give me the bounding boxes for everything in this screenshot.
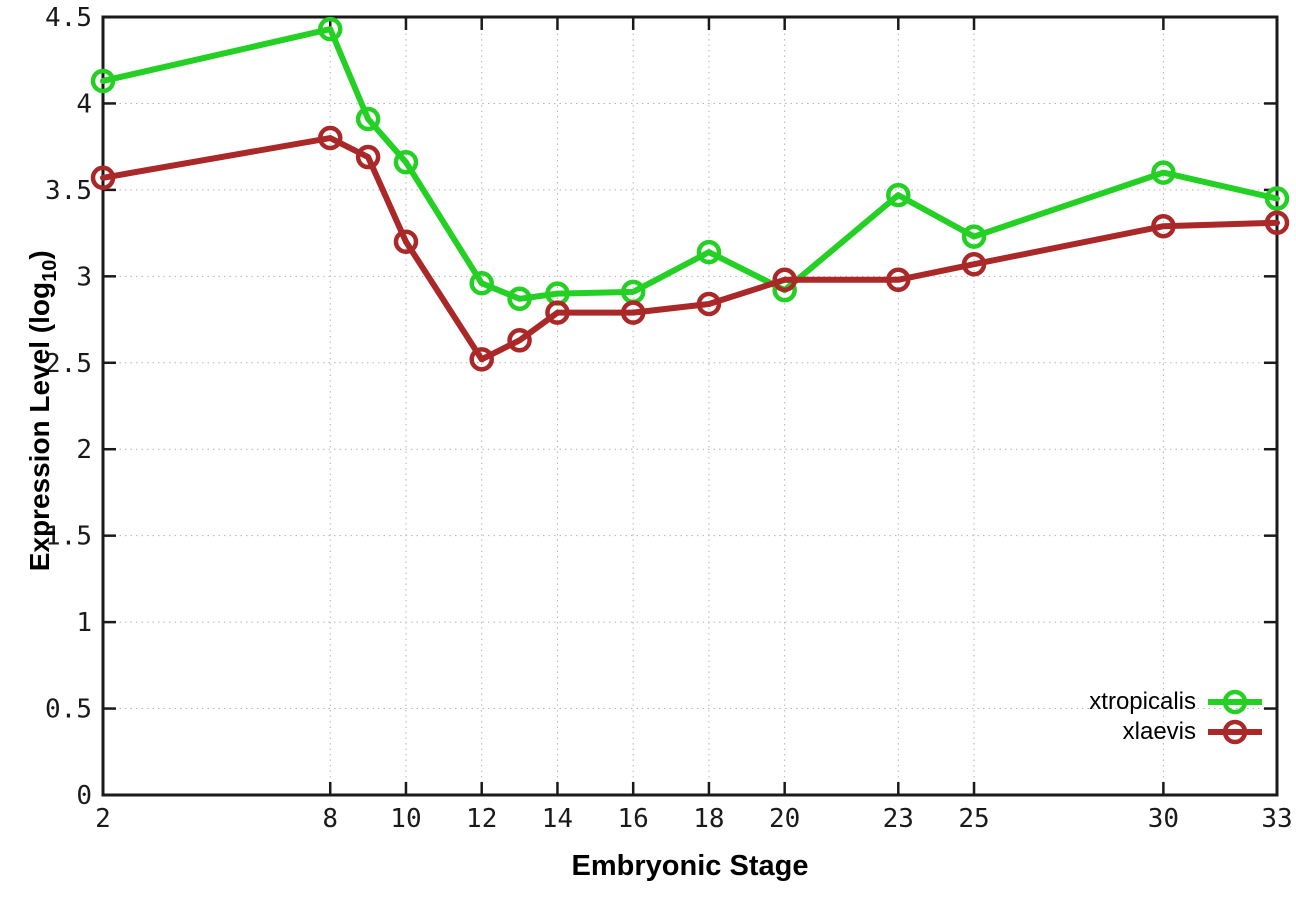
- y-tick-label: 3: [76, 262, 92, 292]
- data-point-xlaevis: [545, 300, 570, 325]
- data-point-xlaevis: [886, 267, 911, 293]
- legend-label: xlaevis: [1122, 718, 1196, 745]
- x-tick-label: 20: [769, 804, 800, 834]
- x-tick-label: 14: [542, 804, 573, 834]
- y-tick-label: 3.5: [45, 176, 92, 206]
- data-point-xlaevis: [469, 347, 494, 372]
- y-tick-label: 1: [76, 608, 92, 638]
- x-tick-label: 2: [95, 804, 111, 834]
- data-point-xlaevis: [507, 328, 532, 353]
- data-point-xtropicalis: [90, 68, 116, 94]
- x-tick-label: 30: [1148, 804, 1179, 834]
- legend-row-xlaevis: xlaevis: [1089, 717, 1264, 747]
- legend-sample-icon: [1208, 689, 1262, 715]
- x-tick-label: 25: [958, 804, 989, 834]
- x-tick-label: 16: [618, 804, 649, 834]
- legend-sample-icon: [1208, 719, 1262, 745]
- data-point-xlaevis: [317, 125, 343, 151]
- data-point-xlaevis: [355, 144, 381, 170]
- data-point-xtropicalis: [469, 270, 494, 296]
- x-tick-label: 18: [693, 804, 724, 834]
- data-point-xlaevis: [1151, 213, 1176, 239]
- y-tick-label: 4.5: [45, 3, 92, 33]
- data-point-xtropicalis: [507, 286, 532, 312]
- y-tick-label: 0.5: [45, 695, 92, 725]
- data-point-xtropicalis: [317, 16, 343, 42]
- data-point-xlaevis: [393, 229, 419, 255]
- y-tick-label: 2: [76, 435, 92, 465]
- x-tick-label: 23: [883, 804, 914, 834]
- data-point-xlaevis: [90, 165, 116, 191]
- data-point-xlaevis: [620, 300, 646, 325]
- x-tick-label: 33: [1261, 804, 1292, 834]
- legend-label: xtropicalis: [1089, 688, 1196, 715]
- x-axis-title: Embryonic Stage: [571, 850, 809, 882]
- data-point-xtropicalis: [696, 239, 722, 265]
- data-point-xlaevis: [696, 291, 722, 317]
- data-point-xtropicalis: [886, 182, 911, 208]
- data-point-xtropicalis: [1151, 160, 1176, 185]
- y-axis-title: Expression Level (log10): [24, 221, 62, 601]
- data-point-xlaevis: [961, 251, 987, 277]
- y-tick-label: 1.5: [45, 522, 92, 552]
- y-tick-label: 0: [76, 781, 92, 811]
- x-tick-label: 10: [390, 804, 421, 834]
- x-tick-label: 8: [322, 804, 338, 834]
- data-point-xlaevis: [772, 267, 797, 293]
- series-line-xtropicalis: [100, 26, 1280, 302]
- data-point-xtropicalis: [1264, 186, 1290, 211]
- series-line-xlaevis: [100, 135, 1280, 363]
- plot-border: [101, 15, 1279, 797]
- y-tick-label: 4: [76, 89, 92, 119]
- y-axis-title-text: Expression Level (log: [24, 281, 56, 572]
- data-point-xtropicalis: [355, 106, 381, 132]
- data-point-xtropicalis: [393, 149, 419, 175]
- y-tick-label: 2.5: [45, 349, 92, 379]
- y-axis-title-subscript: 10: [38, 259, 61, 282]
- legend: xtropicalis xlaevis: [1089, 687, 1264, 747]
- y-axis-title-close: ): [24, 250, 56, 260]
- x-tick-label: 12: [466, 804, 497, 834]
- legend-row-xtropicalis: xtropicalis: [1089, 687, 1264, 717]
- data-point-xlaevis: [1264, 210, 1290, 235]
- data-point-xtropicalis: [961, 224, 987, 249]
